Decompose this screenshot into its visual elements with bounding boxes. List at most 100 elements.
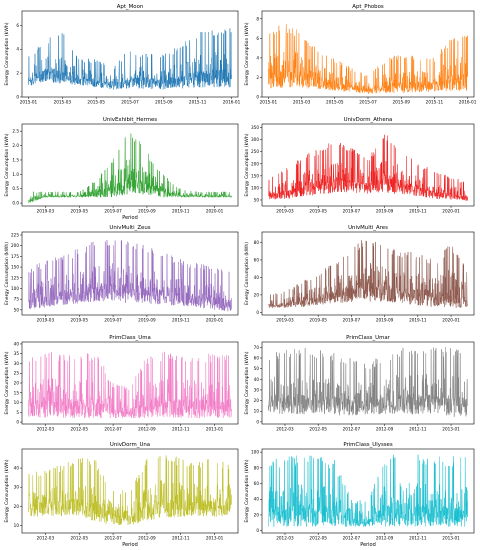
- data-series-line: [268, 24, 468, 95]
- y-tick-label: 40: [14, 466, 20, 471]
- x-tick-label: 2012-11: [409, 536, 427, 541]
- x-tick-label: 2012-09: [376, 427, 394, 432]
- y-tick-label: 30: [14, 485, 20, 490]
- x-tick-label: 2020-01: [206, 318, 224, 323]
- plot-frame: [21, 231, 239, 316]
- x-tick-label: 2019-07: [343, 209, 361, 214]
- y-tick-label: 8: [256, 16, 259, 21]
- x-tick-label: 2012-03: [37, 536, 55, 541]
- chart-title: UnivDorm_Athena: [344, 117, 393, 123]
- x-tick-label: 2012-11: [172, 536, 190, 541]
- x-axis-label: Period: [122, 542, 138, 548]
- x-axis-label: Period: [122, 215, 138, 221]
- y-tick-label: 10: [14, 523, 20, 528]
- y-tick-label: 70: [254, 345, 260, 350]
- x-tick-label: 2013-01: [442, 427, 460, 432]
- chart-panel-2: Apt_Phobos 0 2 4 6 8 2015-01 2015-03 2015-05 2015…: [244, 4, 477, 105]
- x-tick-label: 2019-03: [276, 209, 294, 214]
- y-tick-label: 0.0: [12, 201, 19, 206]
- x-tick-label: 2012-09: [138, 427, 156, 432]
- x-tick-label: 2019-05: [70, 318, 88, 323]
- y-tick-label: 5: [16, 410, 19, 415]
- y-tick-label: 225: [11, 232, 19, 237]
- y-tick-label: 50: [254, 197, 260, 202]
- chart-panel-1: Apt_Moon 0 2 4 6 2015-01 2015-03 2015-05 2015-07…: [4, 4, 241, 105]
- chart-title: UnivMulti_Zeus: [109, 225, 150, 231]
- y-tick-label: 30: [254, 387, 260, 392]
- y-axis-label: Energy Consumption (kWh): [244, 459, 250, 522]
- chart-title: PrimClass_Uma: [109, 335, 151, 341]
- x-tick-label: 2012-07: [343, 536, 361, 541]
- y-tick-label: 80: [254, 240, 260, 245]
- chart-panel-9: UnivDorm_Una 10 20 30 40 2012-03 2012-05 2012-0…: [4, 442, 239, 548]
- chart-panel-3: UnivExhibit_Hermes 0.0 0.5 1.0 1.5 2.0 2.5 2019…: [4, 117, 239, 221]
- y-tick-label: 20: [254, 512, 260, 517]
- y-axis-label: Energy Consumption (kWh): [244, 351, 250, 414]
- data-series-line: [28, 239, 232, 312]
- x-tick-label: 2013-01: [206, 427, 224, 432]
- y-tick-label: 60: [254, 481, 260, 486]
- y-tick-label: 0: [256, 528, 259, 533]
- x-tick-label: 2019-05: [70, 209, 88, 214]
- x-tick-label: 2012-07: [104, 536, 122, 541]
- chart-panel-7: PrimClass_Uma 0 5 10 15 20 25 30 35 40 2012-03 2012…: [4, 335, 239, 432]
- y-axis-label: Energy Consumption (kWh): [4, 22, 10, 85]
- y-tick-label: 6: [16, 23, 19, 28]
- x-tick-label: 2019-03: [37, 318, 55, 323]
- x-tick-label: 2012-09: [138, 536, 156, 541]
- y-axis-label: Energy Consumption (kWh): [4, 133, 10, 196]
- x-tick-label: 2019-11: [409, 318, 427, 323]
- y-tick-label: 0: [16, 420, 19, 425]
- y-axis-label: Energy Consumption (kWh): [4, 459, 10, 522]
- y-tick-label: 1.5: [12, 157, 19, 162]
- y-tick-label: 20: [14, 381, 20, 386]
- y-tick-label: 350: [251, 125, 259, 130]
- y-tick-label: 100: [251, 185, 259, 190]
- x-tick-label: 2012-05: [70, 427, 88, 432]
- y-tick-label: 2: [256, 75, 259, 80]
- chart-title: PrimClass_Ulysses: [343, 442, 393, 448]
- y-tick-label: 0: [16, 95, 19, 100]
- y-tick-label: 125: [11, 275, 19, 280]
- y-tick-label: 4: [16, 47, 19, 52]
- y-tick-label: 0.5: [12, 186, 19, 191]
- y-tick-label: 20: [254, 292, 260, 297]
- y-tick-label: 10: [254, 409, 260, 414]
- y-tick-label: 20: [14, 504, 20, 509]
- y-tick-label: 300: [251, 137, 259, 142]
- x-axis-label: Period: [360, 542, 376, 548]
- y-tick-label: 1.0: [12, 172, 19, 177]
- y-tick-label: 35: [14, 351, 20, 356]
- y-tick-label: 60: [254, 355, 260, 360]
- y-axis-label: Energy Consumption (kWh): [244, 133, 250, 196]
- y-tick-label: 0: [256, 310, 259, 315]
- x-tick-label: 2013-01: [442, 536, 460, 541]
- data-series-line: [28, 28, 232, 91]
- y-tick-label: 175: [11, 254, 19, 259]
- y-tick-label: 200: [251, 161, 259, 166]
- y-tick-label: 100: [251, 450, 259, 455]
- data-series-line: [268, 346, 468, 418]
- x-tick-label: 2019-09: [138, 318, 156, 323]
- chart-panel-6: UnivMulti_Ares 0 20 40 60 80 2019-03 2019-05 201…: [244, 225, 475, 323]
- x-tick-label: 2012-07: [343, 427, 361, 432]
- x-tick-label: 2012-09: [376, 536, 394, 541]
- chart-title: Apt_Phobos: [352, 4, 384, 10]
- x-tick-label: 2019-03: [276, 318, 294, 323]
- plot-frame: [261, 341, 475, 425]
- y-tick-label: 40: [14, 341, 20, 346]
- y-tick-label: 80: [254, 465, 260, 470]
- y-tick-label: 2.5: [12, 129, 19, 134]
- data-series-line: [28, 351, 232, 419]
- chart-panel-10: PrimClass_Ulysses 0 20 40 60 80 100 2012-03 2012…: [244, 442, 475, 548]
- x-tick-label: 2012-11: [409, 427, 427, 432]
- x-tick-label: 2019-05: [309, 209, 327, 214]
- chart-title: PrimClass_Umar: [346, 335, 390, 341]
- y-tick-label: 4: [256, 55, 259, 60]
- chart-title: UnivMulti_Ares: [348, 225, 388, 231]
- y-tick-label: 50: [254, 366, 260, 371]
- x-tick-label: 2019-11: [172, 209, 190, 214]
- chart-panel-8: PrimClass_Umar 0 10 20 30 40 50 60 70 2012-03 2012…: [244, 335, 475, 432]
- plot-frame: [261, 123, 475, 207]
